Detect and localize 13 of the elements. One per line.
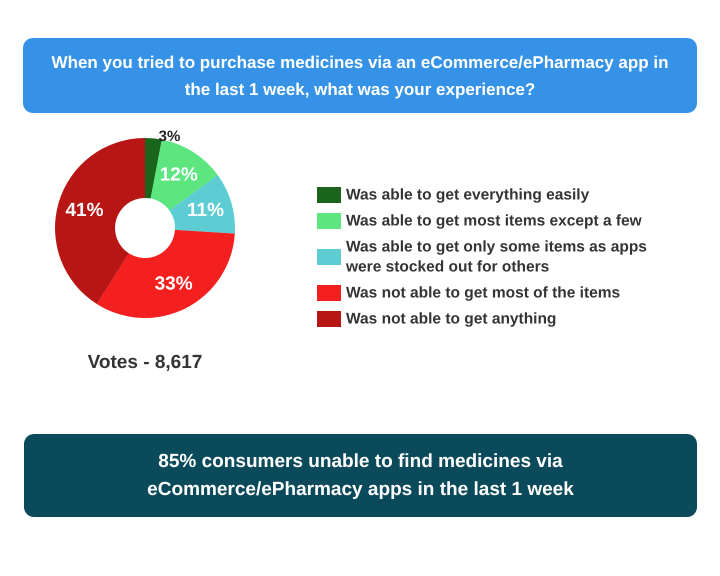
legend-label: Was not able to get most of the items — [346, 284, 620, 302]
chart-title: When you tried to purchase medicines via an eCommerce/ePharmacy app in the last 1 week, what was your experience? — [50, 52, 670, 100]
data-label: 12% — [160, 164, 198, 186]
legend-label: Was not able to get anything — [346, 310, 556, 328]
data-label: 33% — [154, 274, 193, 295]
text: 85% consumers unable to find medicines via eCommerce/ePharmacy apps in the last 1 week — [146, 450, 575, 502]
data-label: 41% — [65, 200, 104, 221]
legend-label: Was able to get most items except a few — [346, 212, 643, 230]
data-label: 3% — [158, 128, 180, 145]
legend-label: Was able to get everything easily — [346, 186, 590, 204]
text: Votes - 8,617 — [88, 352, 202, 373]
legend-label: Was able to get only some items as apps were stocked out for others — [345, 238, 652, 276]
data-label: 11% — [187, 200, 224, 221]
